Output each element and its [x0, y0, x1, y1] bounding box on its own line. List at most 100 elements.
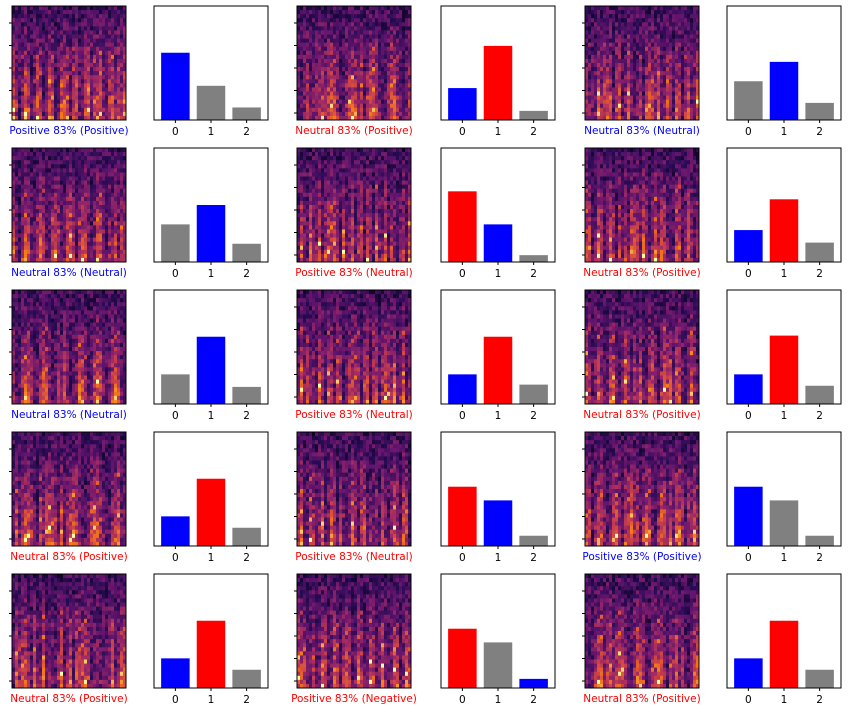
spectrogram-cell [369, 99, 373, 105]
spectrogram-cell [93, 6, 97, 11]
spectrogram-cell [321, 50, 325, 56]
spectrogram-cell [408, 83, 412, 88]
spectrogram-cell [588, 34, 592, 39]
spectrogram-cell [93, 111, 97, 117]
spectrogram-cell [24, 168, 28, 173]
spectrogram-cell [96, 152, 100, 157]
spectrogram-cell [324, 160, 328, 165]
spectrogram-cell [48, 103, 52, 109]
spectrogram-cell [366, 115, 370, 121]
spectrogram-cell [366, 83, 370, 88]
spectrogram-cell [336, 168, 340, 173]
spectrogram-cell [30, 249, 34, 255]
spectrogram-cell [60, 115, 64, 121]
spectrogram-cell [642, 87, 646, 92]
spectrogram-cell [63, 229, 67, 234]
spectrogram-cell [63, 91, 67, 96]
spectrogram-cell [366, 225, 370, 230]
spectrogram-cell [663, 30, 667, 35]
spectrogram-cell [18, 188, 22, 194]
spectrogram-cell [633, 38, 637, 44]
spectrogram-cell [690, 34, 694, 39]
spectrogram-cell [54, 107, 58, 113]
spectrogram-cell [354, 241, 358, 247]
spectrogram-cell [327, 83, 331, 88]
probability-bar [805, 102, 834, 120]
spectrogram-cell [357, 115, 361, 121]
spectrogram-cell [303, 241, 307, 247]
spectrogram-cell [96, 257, 100, 263]
spectrogram-cell [315, 10, 319, 15]
spectrogram-cell [120, 50, 124, 56]
spectrogram-cell [33, 67, 37, 72]
spectrogram-cell [114, 83, 118, 88]
spectrogram-cell [18, 233, 22, 238]
spectrogram-cell [120, 253, 124, 259]
spectrogram-cell [615, 14, 619, 19]
spectrogram-cell [15, 83, 19, 88]
spectrogram-cell [327, 107, 331, 113]
spectrogram-cell [300, 115, 304, 121]
spectrogram-cell [123, 91, 127, 96]
spectrogram-cell [39, 225, 43, 230]
spectrogram-cell [78, 71, 82, 76]
spectrogram-cell [105, 160, 109, 165]
spectrogram-cell [342, 54, 346, 60]
spectrogram-cell [30, 241, 34, 247]
bar-xtick-label: 2 [816, 126, 823, 138]
spectrogram-cell [630, 103, 634, 109]
spectrogram-cell [306, 54, 310, 60]
spectrogram-cell [120, 18, 124, 23]
spectrogram-cell [99, 164, 103, 169]
spectrogram-cell [72, 58, 76, 64]
spectrogram-cell [18, 79, 22, 84]
spectrogram-cell [327, 10, 331, 15]
spectrogram-cell [612, 63, 616, 68]
spectrogram-cell [99, 14, 103, 19]
spectrogram-cell [309, 237, 313, 243]
spectrogram-cell [672, 107, 676, 113]
spectrogram-cell [687, 42, 691, 48]
spectrogram-cell [615, 26, 619, 31]
spectrogram-cell [87, 209, 91, 214]
spectrogram-cell [45, 221, 49, 226]
spectrogram-cell [87, 91, 91, 96]
spectrogram-cell [666, 6, 670, 11]
spectrogram-cell [303, 26, 307, 31]
spectrogram-cell [318, 156, 322, 161]
spectrogram-cell [651, 10, 655, 15]
spectrogram-cell [351, 209, 355, 214]
spectrogram-cell [36, 217, 40, 222]
spectrogram-cell [642, 63, 646, 68]
spectrogram-cell [618, 46, 622, 52]
spectrogram-cell [372, 87, 376, 92]
spectrogram-cell [351, 111, 355, 117]
spectrogram-cell [339, 71, 343, 76]
spectrogram-cell [675, 63, 679, 68]
spectrogram-cell [33, 221, 37, 226]
spectrogram-cell [372, 18, 376, 23]
spectrogram-cell [108, 107, 112, 113]
spectrogram-cell [39, 58, 43, 64]
spectrogram-cell [378, 22, 382, 27]
spectrogram-cell [630, 107, 634, 113]
spectrogram-cell [603, 95, 607, 101]
spectrogram-cell [87, 188, 91, 194]
spectrogram-cell [321, 184, 325, 190]
spectrogram-cell [15, 164, 19, 169]
spectrogram-cell [366, 156, 370, 161]
spectrogram-cell [363, 180, 367, 186]
spectrogram-cell [612, 107, 616, 113]
spectrogram-cell [306, 245, 310, 251]
spectrogram-cell [312, 176, 316, 181]
spectrogram-cell [42, 30, 46, 35]
spectrogram-cell [351, 103, 355, 109]
spectrogram-cell [309, 164, 313, 169]
spectrogram-cell [357, 196, 361, 202]
spectrogram-cell [372, 115, 376, 121]
spectrogram-cell [84, 42, 88, 48]
spectrogram-cell [39, 71, 43, 76]
spectrogram-cell [18, 184, 22, 190]
spectrogram-cell [93, 209, 97, 214]
spectrogram-cell [333, 245, 337, 251]
